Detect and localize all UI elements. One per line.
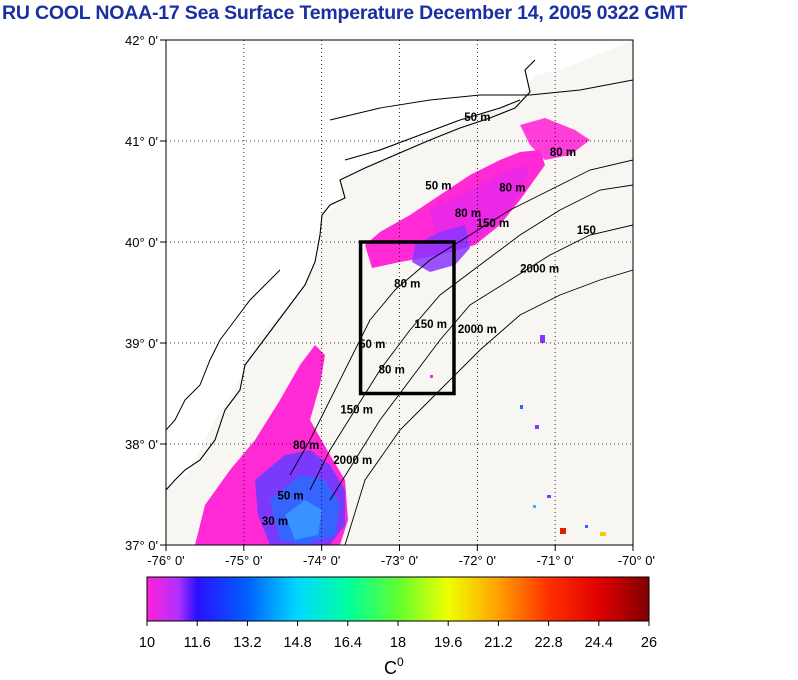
y-tick-label: 40° 0' — [125, 235, 158, 250]
colorbar — [146, 576, 650, 622]
chesapeake-coast — [166, 269, 281, 431]
contour-label: 2000 m — [333, 455, 372, 467]
contour-label: 80 m — [455, 208, 481, 220]
contour-label: 80 m — [379, 364, 405, 376]
y-axis-ticks: 37° 0' 38° 0' 39° 0' 40° 0' 41° 0' 42° 0' — [125, 33, 166, 553]
colorbar-tick-label: 11.6 — [184, 635, 211, 651]
isobath-lines — [289, 79, 633, 545]
y-tick-label: 42° 0' — [125, 33, 158, 48]
y-tick-label: 41° 0' — [125, 134, 158, 149]
colorbar-ticks: 10 11.6 13.2 14.8 16.4 18 19.6 21.2 22.8 24.4 26 — [139, 621, 657, 651]
contour-label: 150 m — [340, 405, 373, 417]
contour-label: 150 m — [477, 218, 510, 230]
colorbar-tick-label: 10 — [139, 635, 155, 651]
x-tick-label: -72° 0' — [459, 553, 496, 568]
x-tick-label: -75° 0' — [225, 553, 262, 568]
contour-label: 80 m — [499, 183, 525, 195]
contour-label: 50 m — [277, 491, 303, 503]
contour-label: 30 m — [262, 516, 288, 528]
coastline — [166, 59, 536, 491]
colorbar-tick-label: 26 — [641, 635, 657, 651]
x-tick-label: -74° 0' — [303, 553, 340, 568]
chart-title: RU COOL NOAA-17 Sea Surface Temperature … — [2, 2, 688, 24]
sst-swath-south — [195, 345, 348, 545]
contour-label: 50 m — [464, 112, 490, 124]
x-tick-label: -73° 0' — [381, 553, 418, 568]
contour-label: 50 m — [359, 339, 385, 351]
contour-label: 50 m — [425, 180, 451, 192]
colorbar-tick-label: 14.8 — [283, 635, 311, 651]
y-tick-label: 39° 0' — [125, 336, 158, 351]
y-tick-label: 37° 0' — [125, 538, 158, 553]
long-island-coast — [344, 99, 521, 161]
contour-label: 2000 m — [520, 263, 559, 275]
sst-scattered-pixels — [430, 335, 606, 536]
contour-label: 80 m — [550, 147, 576, 159]
contour-label: 150 — [577, 225, 596, 237]
x-axis-ticks: -76° 0' -75° 0' -74° 0' -73° 0' -72° 0' -71° … — [147, 545, 655, 568]
colorbar-tick-label: 21.2 — [484, 635, 512, 651]
contour-label: 80 m — [293, 440, 319, 452]
colorbar-tick-label: 19.6 — [434, 635, 462, 651]
x-tick-label: -70° 0' — [618, 553, 655, 568]
colorbar-tick-label: 24.4 — [585, 635, 613, 651]
contour-label: 150 m — [414, 319, 447, 331]
contour-label: 80 m — [394, 278, 420, 290]
sst-swath-north — [365, 118, 590, 272]
colorbar-tick-label: 16.4 — [334, 635, 362, 651]
colorbar-tick-label: 13.2 — [233, 635, 261, 651]
colorbar-tick-label: 22.8 — [534, 635, 562, 651]
colorbar-tick-label: 18 — [390, 635, 406, 651]
x-tick-label: -71° 0' — [537, 553, 574, 568]
colorbar-unit-label: C0 — [384, 655, 404, 678]
x-tick-label: -76° 0' — [147, 553, 184, 568]
study-area-box — [358, 240, 456, 396]
contour-label: 2000 m — [458, 324, 497, 336]
y-tick-label: 38° 0' — [125, 437, 158, 452]
